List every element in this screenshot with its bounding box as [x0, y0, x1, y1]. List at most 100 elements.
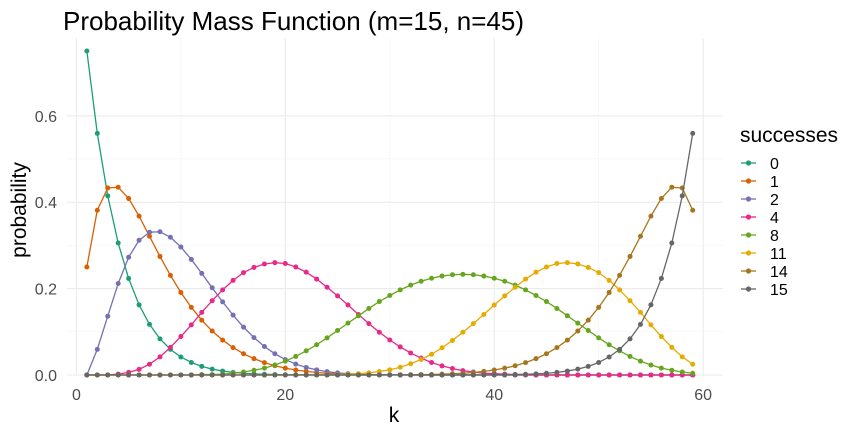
data-point [418, 372, 424, 378]
data-point [188, 304, 194, 310]
data-point [272, 372, 278, 378]
data-point [679, 354, 685, 360]
data-point [523, 360, 529, 366]
data-point [606, 342, 612, 348]
data-point [115, 240, 121, 246]
data-point [209, 366, 215, 372]
data-point [147, 321, 153, 327]
data-point [533, 293, 539, 298]
data-point [627, 353, 633, 359]
legend-label: 1 [770, 174, 779, 191]
data-point [564, 368, 570, 374]
data-point [261, 360, 267, 366]
data-point [627, 372, 633, 378]
data-point [690, 370, 696, 376]
data-point [387, 367, 393, 373]
data-point [554, 369, 560, 375]
data-point [387, 293, 393, 298]
data-point [627, 253, 633, 259]
data-point [136, 237, 142, 243]
data-point [105, 193, 111, 199]
data-point [167, 234, 173, 240]
data-point [178, 289, 184, 295]
data-point [136, 372, 142, 378]
data-point [230, 345, 236, 351]
data-point [178, 354, 184, 360]
data-point [397, 287, 403, 293]
data-point [355, 313, 361, 319]
data-point [648, 372, 654, 378]
data-point [345, 302, 351, 308]
legend-label: 2 [770, 192, 779, 209]
data-point [491, 372, 497, 378]
data-point [512, 363, 518, 369]
data-point [564, 337, 570, 343]
data-point [439, 363, 445, 369]
legend-label: 15 [770, 282, 788, 299]
data-point [209, 372, 215, 378]
data-point [157, 229, 163, 235]
data-point [491, 302, 497, 308]
y-tick-label: 0.4 [35, 195, 57, 212]
data-point [167, 344, 173, 350]
data-point [533, 269, 539, 275]
legend-label: 4 [770, 210, 779, 227]
data-point [241, 351, 247, 357]
data-point [543, 299, 549, 305]
data-point [658, 275, 664, 281]
data-point [397, 344, 403, 350]
data-point [199, 372, 205, 378]
data-point [596, 359, 602, 365]
data-point [147, 233, 153, 239]
data-point [335, 293, 341, 299]
y-tick-label: 0.0 [35, 368, 57, 385]
data-point [585, 328, 591, 333]
data-point [261, 365, 267, 371]
data-point [617, 272, 623, 278]
data-point [658, 334, 664, 340]
legend-item: 2 [741, 192, 779, 209]
data-point [105, 185, 111, 191]
data-point [470, 372, 476, 378]
data-point [408, 282, 414, 288]
data-point [84, 48, 90, 54]
data-point [690, 130, 696, 136]
data-point [449, 272, 455, 278]
legend-item: 14 [741, 264, 788, 281]
data-point [627, 336, 633, 342]
data-point [502, 293, 508, 299]
data-point [439, 372, 445, 378]
data-point [585, 372, 591, 378]
data-point [669, 372, 675, 378]
data-point [199, 363, 205, 369]
data-point [543, 370, 549, 376]
data-point [470, 321, 476, 327]
data-point [449, 366, 455, 372]
data-point [617, 372, 623, 378]
data-point [303, 364, 309, 370]
data-point [84, 264, 90, 270]
data-point [147, 229, 153, 235]
data-point [460, 329, 466, 335]
data-point [491, 275, 497, 281]
data-point [366, 321, 372, 327]
data-point [679, 193, 685, 199]
data-point [523, 287, 529, 293]
data-point [606, 354, 612, 360]
data-point [293, 353, 299, 359]
data-point [387, 337, 393, 343]
data-point [251, 264, 257, 270]
data-point [178, 372, 184, 378]
data-point [272, 362, 278, 368]
data-point [167, 372, 173, 378]
data-point [460, 271, 466, 277]
data-point [188, 372, 194, 378]
data-point [251, 367, 257, 373]
legend-key-point [745, 196, 752, 202]
data-point [115, 281, 121, 287]
data-point [637, 309, 643, 315]
data-point [272, 260, 278, 266]
legend-label: 0 [770, 156, 779, 173]
data-point [188, 322, 194, 328]
